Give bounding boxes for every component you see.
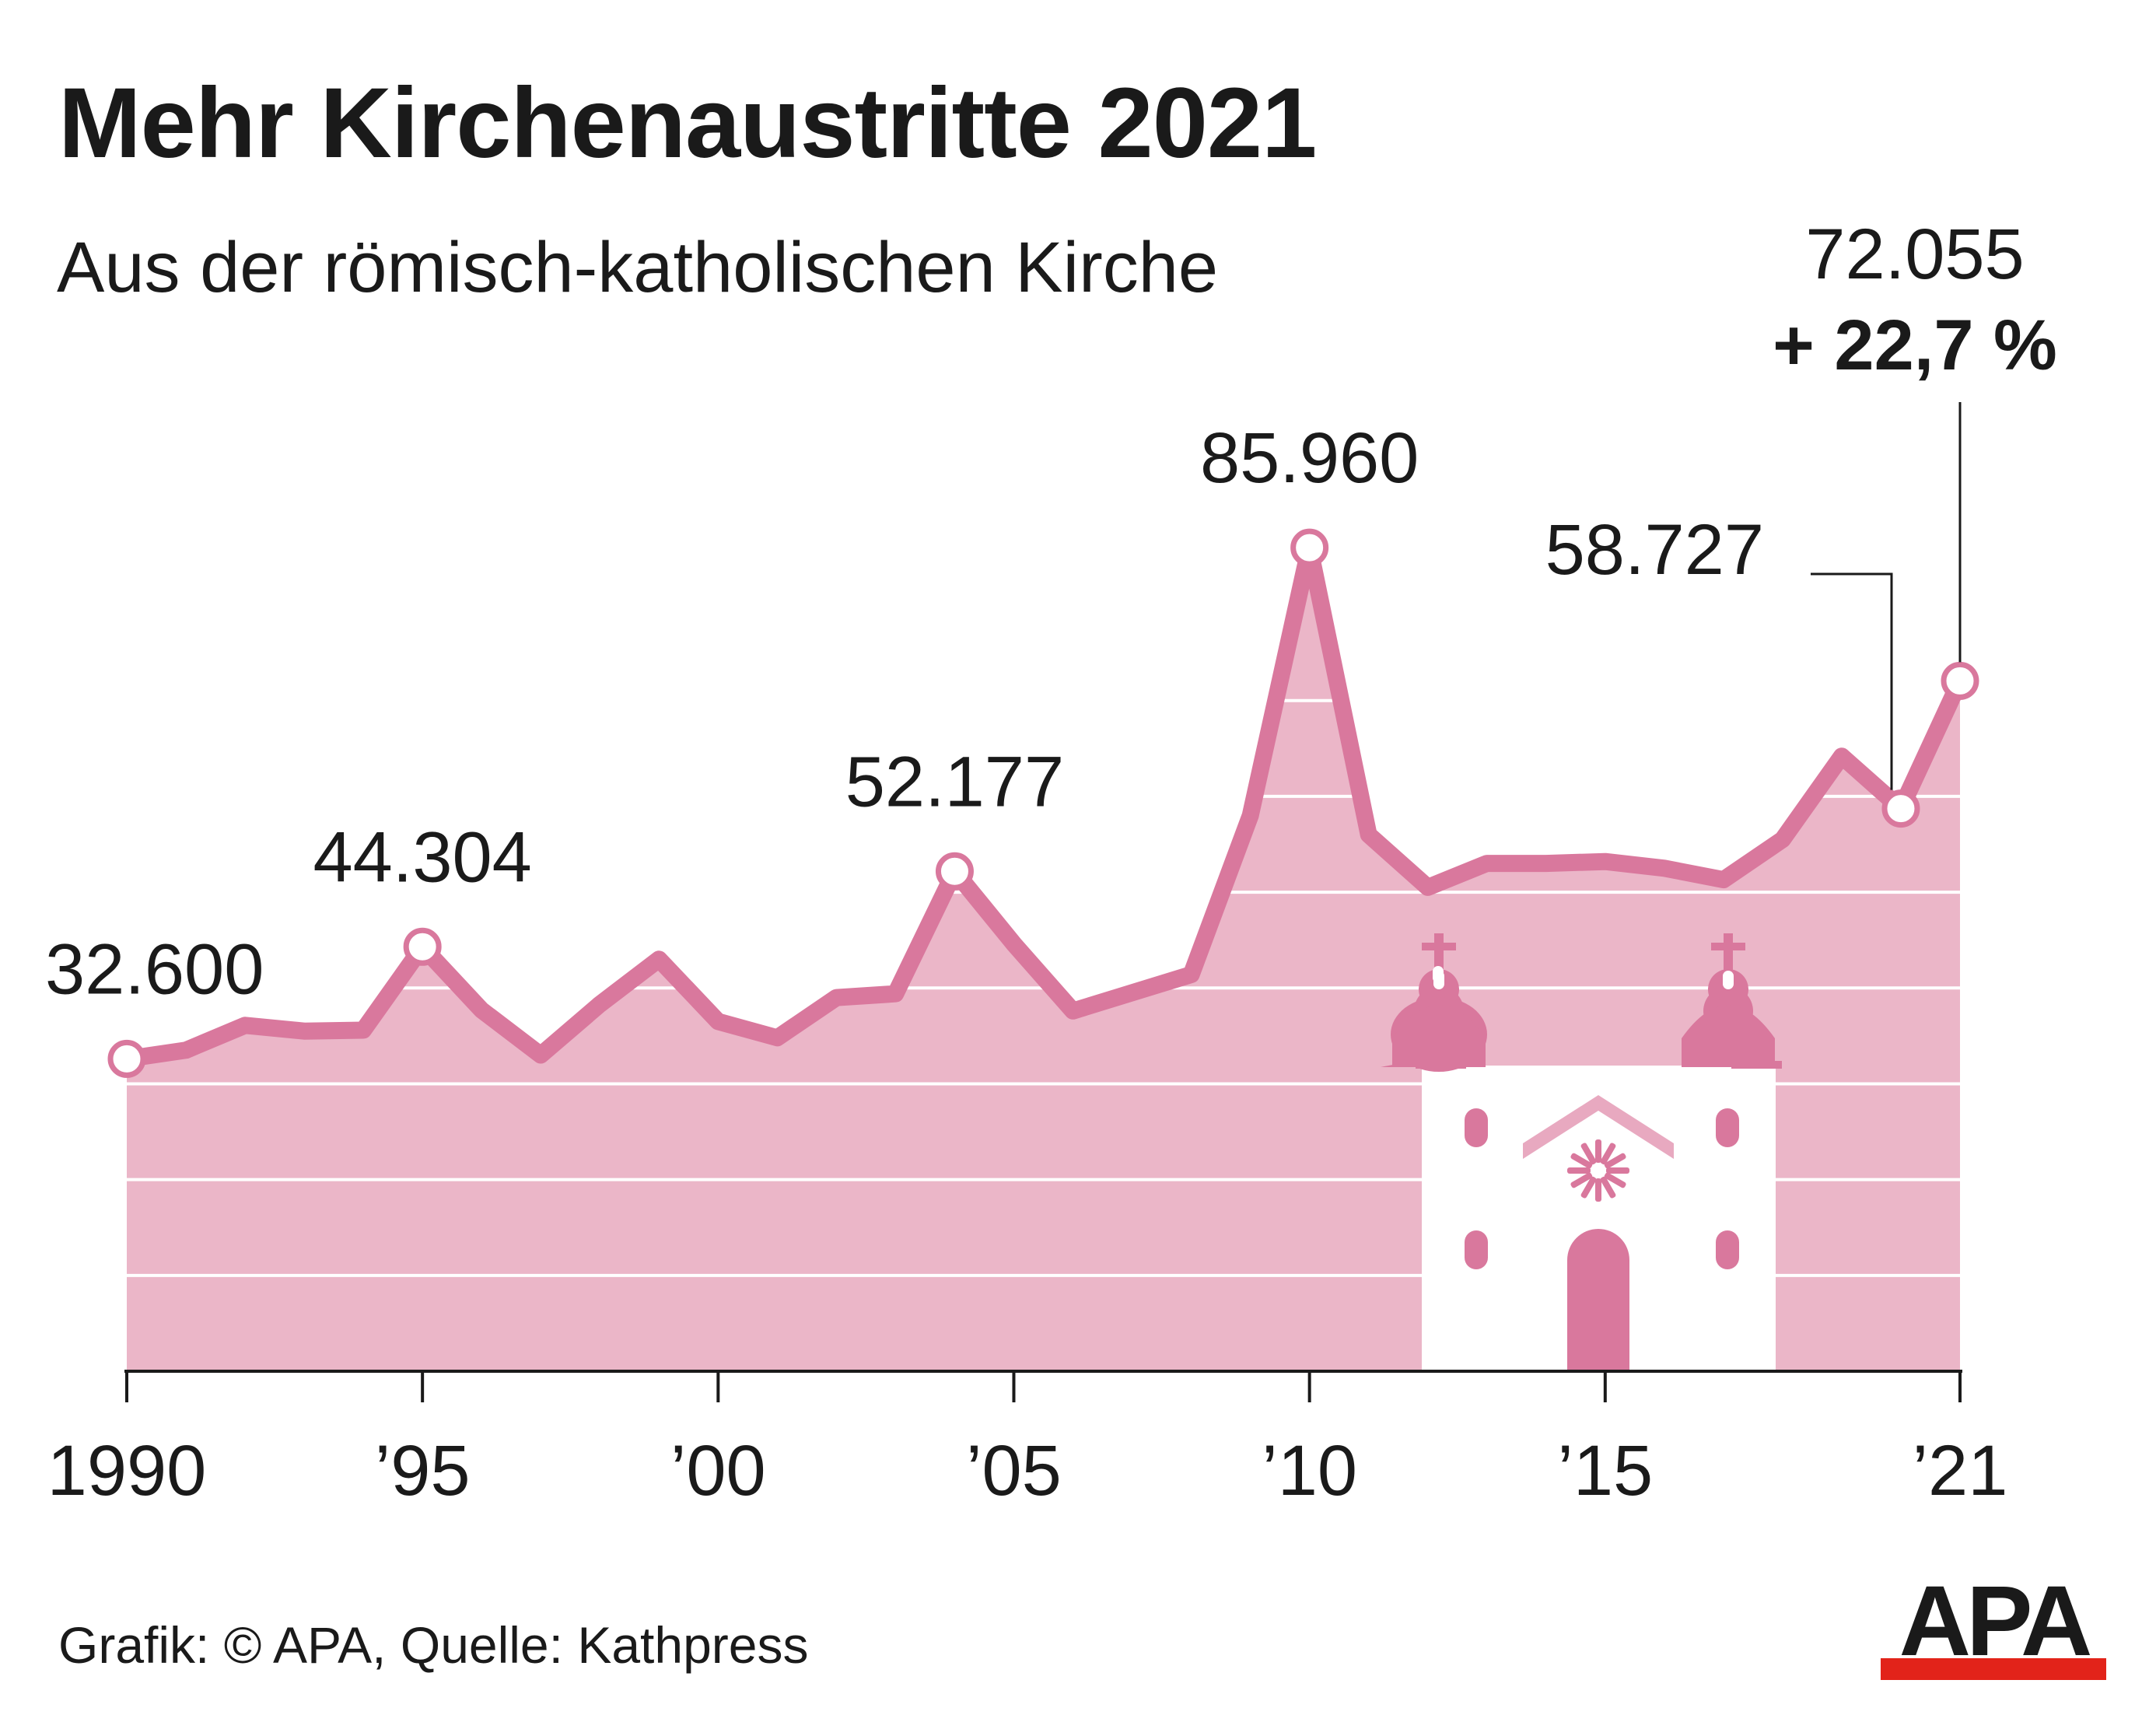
data-label: 85.960 xyxy=(1200,418,1419,498)
data-label: 32.600 xyxy=(45,929,264,1009)
x-tick-label: ’15 xyxy=(1557,1431,1653,1510)
source-credit: Grafik: © APA, Quelle: Kathpress xyxy=(58,1616,809,1674)
data-label: 44.304 xyxy=(313,817,531,897)
x-tick-label: ’05 xyxy=(966,1431,1062,1510)
data-point-marker xyxy=(403,927,442,966)
apa-logo-text: APA xyxy=(1899,1577,2091,1677)
data-point-marker xyxy=(1941,661,1979,700)
data-label: 58.727 xyxy=(1545,510,1764,590)
data-point-marker xyxy=(1881,789,1920,828)
data-labels: 32.600 44.304 52.177 85.960 58.727 72.055 + 22… xyxy=(45,215,2057,1009)
church-icon xyxy=(1381,933,1782,1371)
data-points xyxy=(107,528,1979,1078)
apa-logo: APA xyxy=(1881,1577,2106,1680)
x-tick-label: ’95 xyxy=(375,1431,471,1510)
data-label: 52.177 xyxy=(845,742,1064,821)
data-point-marker xyxy=(935,852,974,891)
x-tick-label: ’10 xyxy=(1262,1431,1357,1510)
x-tick-label: 1990 xyxy=(47,1431,207,1510)
data-label: 72.055 xyxy=(1805,215,2024,294)
data-point-marker xyxy=(1290,528,1329,567)
x-tick-label: ’21 xyxy=(1913,1431,2008,1510)
chart-subtitle: Aus der römisch-katholischen Kirche xyxy=(57,228,1219,307)
x-tick-label: ’00 xyxy=(670,1431,766,1510)
x-axis: 1990 ’95 ’00 ’05 ’10 ’15 ’21 xyxy=(47,1370,2008,1510)
chart-title: Mehr Kirchenaustritte 2021 xyxy=(58,68,1317,179)
data-point-marker xyxy=(107,1039,146,1078)
leader-line xyxy=(1811,572,1893,790)
data-sublabel: + 22,7 % xyxy=(1773,306,2057,385)
